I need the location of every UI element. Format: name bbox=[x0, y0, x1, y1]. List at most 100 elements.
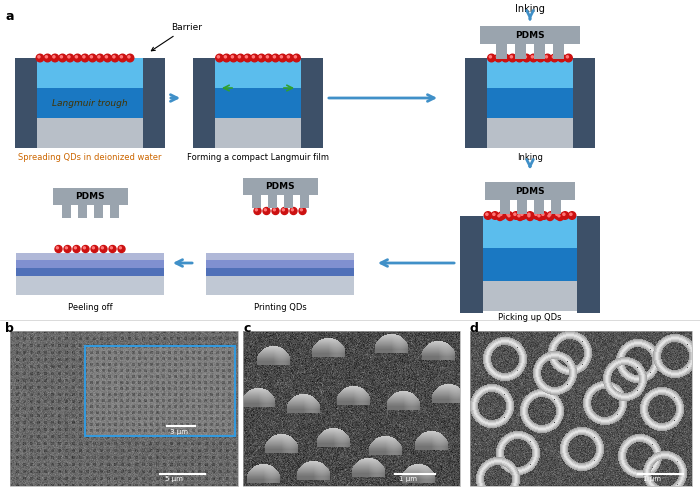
Circle shape bbox=[488, 54, 496, 62]
Bar bbox=[460, 280, 600, 310]
Circle shape bbox=[38, 56, 40, 58]
Text: 1 μm: 1 μm bbox=[399, 476, 417, 482]
Bar bbox=[16, 267, 164, 276]
Circle shape bbox=[507, 213, 509, 216]
Circle shape bbox=[498, 212, 506, 219]
Bar bbox=[470, 331, 692, 486]
Circle shape bbox=[92, 247, 95, 249]
Bar bbox=[534, 44, 545, 59]
Circle shape bbox=[274, 209, 275, 211]
Circle shape bbox=[273, 56, 276, 58]
Bar bbox=[487, 58, 573, 88]
Bar bbox=[577, 216, 600, 313]
Bar bbox=[16, 259, 164, 268]
Circle shape bbox=[57, 247, 58, 249]
Circle shape bbox=[64, 246, 71, 252]
Bar bbox=[460, 216, 483, 313]
Circle shape bbox=[570, 213, 572, 216]
Circle shape bbox=[244, 54, 251, 62]
Circle shape bbox=[535, 213, 537, 216]
Circle shape bbox=[76, 56, 78, 58]
Circle shape bbox=[552, 56, 554, 58]
Text: Inking: Inking bbox=[515, 4, 545, 14]
Text: b: b bbox=[5, 322, 14, 335]
Circle shape bbox=[90, 56, 92, 58]
Text: Spreading QDs in deionized water: Spreading QDs in deionized water bbox=[18, 153, 162, 162]
Circle shape bbox=[126, 54, 134, 62]
Bar bbox=[193, 118, 323, 148]
Circle shape bbox=[540, 212, 548, 219]
Circle shape bbox=[294, 56, 297, 58]
Text: Inking: Inking bbox=[517, 153, 543, 162]
Circle shape bbox=[60, 56, 62, 58]
Circle shape bbox=[265, 209, 267, 211]
Text: Langmuir trough: Langmuir trough bbox=[52, 99, 128, 108]
Circle shape bbox=[300, 209, 302, 211]
Bar bbox=[206, 275, 354, 295]
Circle shape bbox=[59, 54, 66, 62]
Circle shape bbox=[52, 56, 55, 58]
Circle shape bbox=[51, 54, 59, 62]
Circle shape bbox=[216, 54, 223, 62]
Circle shape bbox=[230, 54, 237, 62]
Circle shape bbox=[547, 212, 555, 219]
Bar bbox=[193, 58, 215, 148]
Bar bbox=[243, 331, 460, 486]
Circle shape bbox=[538, 215, 540, 217]
Circle shape bbox=[291, 209, 293, 211]
Text: Forming a compact Langmuir film: Forming a compact Langmuir film bbox=[187, 153, 329, 162]
Circle shape bbox=[254, 208, 261, 215]
Text: 1 μm: 1 μm bbox=[643, 476, 661, 482]
Circle shape bbox=[526, 214, 533, 220]
Bar bbox=[206, 253, 354, 260]
Circle shape bbox=[538, 56, 540, 58]
Bar bbox=[465, 58, 487, 148]
Circle shape bbox=[83, 56, 85, 58]
Circle shape bbox=[109, 246, 116, 252]
Bar bbox=[37, 58, 143, 88]
Circle shape bbox=[566, 56, 568, 58]
Circle shape bbox=[517, 56, 519, 58]
Bar bbox=[480, 26, 580, 44]
Circle shape bbox=[545, 56, 547, 58]
Circle shape bbox=[83, 247, 85, 249]
Bar bbox=[267, 195, 276, 208]
Circle shape bbox=[272, 54, 279, 62]
Circle shape bbox=[91, 246, 98, 252]
Bar bbox=[301, 58, 323, 148]
Text: PDMS: PDMS bbox=[515, 187, 545, 195]
Circle shape bbox=[36, 54, 44, 62]
Bar bbox=[85, 346, 235, 436]
Circle shape bbox=[237, 54, 244, 62]
Circle shape bbox=[530, 54, 538, 62]
Circle shape bbox=[503, 56, 505, 58]
Circle shape bbox=[256, 209, 258, 211]
Circle shape bbox=[489, 56, 491, 58]
Text: PDMS: PDMS bbox=[75, 192, 105, 201]
Circle shape bbox=[556, 213, 558, 216]
Circle shape bbox=[111, 247, 113, 249]
Circle shape bbox=[224, 56, 227, 58]
Circle shape bbox=[120, 247, 121, 249]
Circle shape bbox=[81, 54, 89, 62]
Text: c: c bbox=[243, 322, 251, 335]
Circle shape bbox=[517, 214, 524, 220]
Circle shape bbox=[558, 54, 566, 62]
Circle shape bbox=[74, 247, 76, 249]
Circle shape bbox=[293, 54, 300, 62]
Bar bbox=[109, 205, 118, 218]
Circle shape bbox=[568, 212, 576, 219]
Circle shape bbox=[259, 56, 262, 58]
Circle shape bbox=[265, 54, 272, 62]
Text: Peeling off: Peeling off bbox=[68, 303, 112, 312]
Circle shape bbox=[533, 212, 541, 219]
Circle shape bbox=[518, 215, 520, 217]
Circle shape bbox=[272, 208, 279, 215]
Circle shape bbox=[549, 213, 551, 216]
Circle shape bbox=[119, 54, 126, 62]
Text: Picking up QDs: Picking up QDs bbox=[498, 313, 561, 323]
Bar bbox=[37, 88, 143, 118]
Bar bbox=[52, 188, 127, 205]
Circle shape bbox=[493, 213, 495, 216]
Bar bbox=[16, 275, 164, 295]
